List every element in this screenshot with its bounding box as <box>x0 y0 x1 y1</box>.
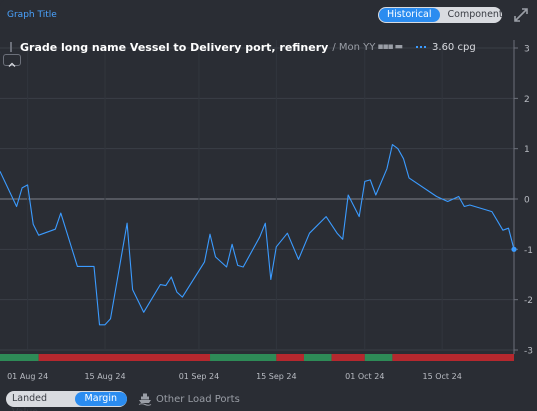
x-tick-label: 15 Sep 24 <box>256 372 297 381</box>
landed-value-tab[interactable]: Landed Value <box>12 393 48 411</box>
margin-band-segment <box>276 354 304 361</box>
component-tab[interactable]: Component <box>447 9 503 20</box>
ship-icon <box>138 393 152 406</box>
line-chart: 01 Aug 24 15 Aug 24 01 Sep 24 15 Sep 24 01 O… <box>0 40 533 381</box>
margin-band-segment <box>303 354 332 361</box>
y-tick-label: 2 <box>524 95 530 105</box>
other-load-ports-label: Other Load Ports <box>156 393 240 405</box>
y-tick-label: -1 <box>524 246 533 256</box>
x-tick-label: 01 Aug 24 <box>7 372 48 381</box>
margin-tab[interactable]: Margin <box>74 392 127 406</box>
x-tick-label: 01 Sep 24 <box>179 372 220 381</box>
view-toggle[interactable]: Historical Component <box>378 7 503 23</box>
x-tick-label: 01 Oct 24 <box>345 372 384 381</box>
chart-header: Grade long name Vessel to Delivery port,… <box>10 39 476 55</box>
historical-tab[interactable]: Historical <box>379 8 440 22</box>
y-tick-label: 3 <box>524 45 530 55</box>
graph-title[interactable]: Graph Title <box>7 10 57 20</box>
margin-band-segment <box>38 354 211 361</box>
metric-toggle[interactable]: Landed Value Margin <box>6 391 127 411</box>
y-axis-ticks: 3 2 1 0 -1 -2 -3 <box>513 40 533 357</box>
footer-bar: Landed Value Margin Other Load Ports <box>0 388 537 411</box>
more-dots-icon: ▪▪▪ ▬ <box>377 42 403 52</box>
margin-band-segment <box>0 354 39 361</box>
other-load-ports-button[interactable]: Other Load Ports <box>138 390 240 408</box>
margin-band-segment <box>364 354 393 361</box>
margin-band-segment <box>392 354 514 361</box>
margin-band <box>0 354 514 361</box>
y-tick-label: 1 <box>524 145 530 155</box>
y-tick-label: 0 <box>524 196 530 206</box>
legend-dotted-line-icon <box>416 46 427 48</box>
grid-lines <box>0 40 514 351</box>
collapse-button[interactable] <box>3 54 21 67</box>
expand-icon[interactable] <box>513 7 529 23</box>
last-point-marker <box>511 246 517 252</box>
series-line <box>0 144 515 326</box>
margin-band-segment <box>210 354 277 361</box>
series-lines <box>0 144 517 326</box>
x-tick-label: 15 Aug 24 <box>84 372 125 381</box>
current-value: 3.60 cpg <box>432 41 476 53</box>
series-name: Grade long name Vessel to Delivery port,… <box>20 40 329 54</box>
margin-band-segment <box>331 354 365 361</box>
x-tick-label: 15 Oct 24 <box>423 372 462 381</box>
period-label: / Mon YY <box>332 41 376 53</box>
y-tick-label: -3 <box>524 347 533 357</box>
y-tick-label: -2 <box>524 296 533 306</box>
chevron-up-icon <box>8 62 16 67</box>
x-axis-ticks: 01 Aug 24 15 Aug 24 01 Sep 24 15 Sep 24 01 O… <box>7 372 462 381</box>
header-divider <box>10 42 12 52</box>
